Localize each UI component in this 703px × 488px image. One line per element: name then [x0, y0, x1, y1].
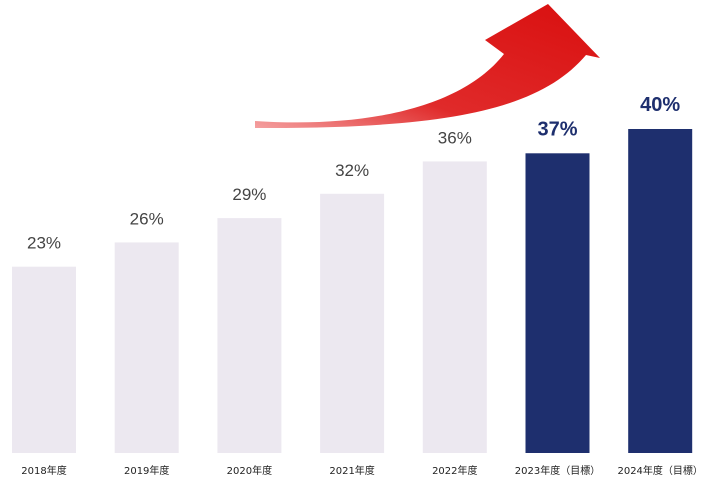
bar-0: [12, 266, 76, 453]
value-label-3: 32%: [335, 161, 369, 180]
x-tick-label-5: 2023年度（目標）: [515, 464, 600, 477]
bar-6: [628, 129, 693, 453]
trend-arrow: [255, 4, 600, 129]
value-label-6: 40%: [640, 94, 680, 116]
value-label-1: 26%: [130, 209, 164, 228]
x-tick-label-2: 2020年度: [227, 464, 272, 477]
x-tick-label-6: 2024年度（目標）: [617, 464, 702, 477]
value-label-5: 37%: [537, 118, 577, 140]
x-tick-label-0: 2018年度: [21, 464, 66, 477]
x-tick-label-4: 2022年度: [432, 464, 477, 477]
x-tick-label-1: 2019年度: [124, 464, 169, 477]
bar-4: [422, 161, 487, 453]
value-label-0: 23%: [27, 234, 61, 253]
value-label-4: 36%: [438, 128, 472, 147]
bar-2: [217, 218, 282, 453]
bar-5: [525, 153, 590, 454]
x-tick-label-3: 2021年度: [329, 464, 374, 477]
value-label-2: 29%: [232, 185, 266, 204]
bar-1: [114, 242, 179, 453]
bar-3: [320, 193, 385, 454]
